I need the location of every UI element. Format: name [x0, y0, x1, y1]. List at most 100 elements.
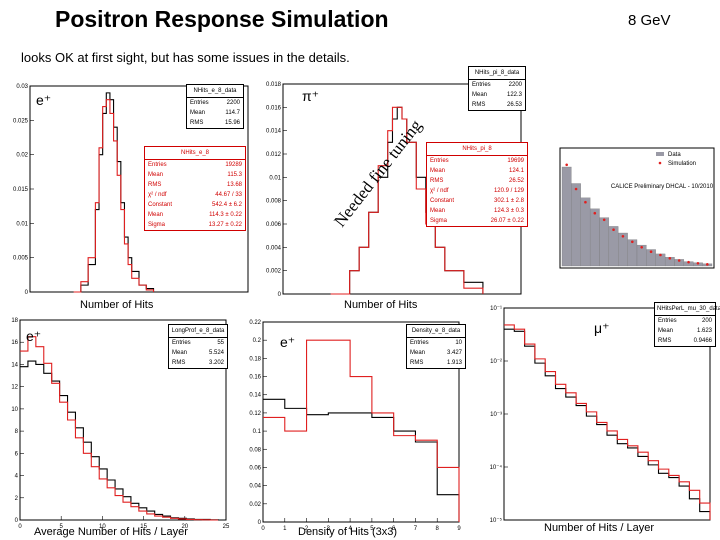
stats-key: RMS	[148, 182, 162, 188]
y-tick-label: 0	[15, 518, 19, 524]
x-tick-label: 3	[327, 526, 331, 532]
y-tick-label: 0.02	[16, 153, 28, 159]
x-tick-label: 25	[223, 524, 230, 530]
x-tick-label: 0	[261, 526, 265, 532]
legend-label-sim: Simulation	[668, 161, 696, 167]
stats-val: 124.3 ± 0.3	[494, 208, 524, 214]
stats-val: 19699	[507, 158, 524, 164]
stats-name: NHitsPerL_mu_30_data	[655, 303, 720, 316]
stats-key: Mean	[148, 172, 164, 178]
stats-val: 15.96	[224, 120, 240, 126]
stats-key: RMS	[472, 102, 486, 108]
stats-key: Entries	[430, 158, 449, 164]
stats-val: 5.524	[208, 350, 224, 356]
y-tick-label: 10	[11, 407, 18, 413]
y-tick-label: 10⁻¹	[490, 306, 502, 312]
stats-val: 26.53	[506, 102, 522, 108]
x-tick-label: 9	[457, 526, 461, 532]
xlabel-density: Density of Hits (3x3)	[298, 526, 398, 538]
stats-val: 3.427	[446, 350, 462, 356]
series-simulation-line	[263, 339, 460, 522]
inset-data-point	[640, 246, 643, 249]
y-tick-label: 10⁻³	[490, 412, 502, 418]
y-tick-label: 8	[15, 429, 19, 435]
y-tick-label: 0.18	[249, 356, 261, 362]
stats-val: 0.9466	[693, 338, 712, 344]
inset-data-point	[602, 218, 606, 222]
stats-box-e-data: NHits_e_8_data Entries 2200 Mean 114.7 RMS…	[186, 84, 244, 129]
stats-val: 55	[217, 340, 224, 346]
stats-box-density: Density_e_8_data Entries 10 Mean 3.427 RMS…	[406, 324, 466, 369]
y-tick-label: 0.04	[249, 484, 261, 490]
stats-val: 115.3	[227, 172, 242, 178]
series-simulation-line	[504, 324, 711, 520]
stats-key: Mean	[410, 350, 426, 356]
x-tick-label: 20	[181, 524, 188, 530]
stats-key: Sigma	[148, 222, 166, 228]
stats-val: 13.27 ± 0.22	[208, 222, 242, 228]
stats-val: 3.202	[208, 360, 224, 366]
y-tick-label: 0.22	[249, 320, 261, 326]
inset-sim-bar	[589, 208, 600, 267]
y-tick-label: 0.015	[13, 187, 29, 193]
stats-val: 1.623	[696, 328, 712, 334]
chart-calice-inset: Data Simulation CALICE Preliminary DHCAL -…	[559, 147, 715, 269]
stats-key: Mean	[172, 350, 188, 356]
inset-sim-bar	[580, 197, 591, 267]
inset-data-point	[593, 211, 597, 215]
inset-sim-bar	[561, 166, 572, 267]
stats-key: Constant	[148, 202, 173, 208]
stats-name: NHits_e_8	[145, 147, 245, 160]
y-tick-label: 0.01	[269, 175, 281, 181]
stats-key: Mean	[190, 110, 206, 116]
y-tick-label: 0	[25, 290, 29, 296]
stats-key: Entries	[148, 162, 167, 168]
y-tick-label: 0.012	[266, 152, 282, 158]
inset-data-point	[659, 253, 662, 257]
stats-key: χ² / ndf	[430, 188, 449, 194]
stats-key: Entries	[472, 82, 491, 88]
stats-key: Sigma	[430, 218, 448, 224]
stats-val: 114.3 ± 0.22	[209, 212, 242, 218]
xlabel-mu: Number of Hits / Layer	[544, 522, 655, 534]
stats-key: Mean	[148, 212, 164, 218]
overlay-needed-fine-tuning: Needed fine tuning	[330, 116, 425, 231]
y-tick-label: 0.008	[266, 199, 282, 205]
inset-data-point	[649, 250, 653, 253]
stats-name: NHits_e_8_data	[187, 85, 243, 98]
y-tick-label: 0.1	[253, 429, 262, 435]
series-simulation-line	[73, 99, 155, 293]
y-tick-label: 0.03	[16, 84, 28, 90]
xlabel-nhits-e: Number of Hits	[80, 299, 154, 311]
y-tick-label: 6	[15, 451, 19, 457]
stats-key: Entries	[190, 100, 209, 106]
stats-val: 2200	[508, 82, 522, 88]
stats-key: RMS	[658, 338, 672, 344]
x-tick-label: 6	[392, 526, 396, 532]
series-simulation-line	[20, 336, 219, 521]
x-tick-label: 10	[99, 524, 106, 530]
stats-val: 120.9 / 129	[493, 188, 524, 194]
y-tick-label: 2	[15, 496, 19, 502]
y-tick-label: 10⁻⁴	[490, 464, 503, 471]
stats-val: 2200	[226, 100, 240, 106]
y-tick-label: 0.005	[13, 256, 29, 262]
stats-box-mu: NHitsPerL_mu_30_data Entries 200 Mean 1.62…	[654, 302, 720, 347]
label-piplus: π⁺	[302, 88, 320, 104]
y-tick-label: 0.08	[249, 447, 261, 453]
y-tick-label: 0.2	[253, 338, 262, 344]
stats-val: 200	[701, 318, 712, 324]
label-eplus-3: e⁺	[280, 334, 296, 350]
y-tick-label: 0.14	[249, 393, 261, 399]
y-tick-label: 12	[11, 385, 18, 391]
legend-swatch-sim	[658, 161, 662, 165]
y-tick-label: 0.025	[13, 118, 29, 124]
stats-box-e-sim: NHits_e_8 Entries 19289 Mean 115.3 RMS 13.6…	[144, 146, 246, 231]
y-tick-label: 0.004	[266, 245, 282, 251]
stats-box-pi-data: NHits_pi_8_data Entries 2200 Mean 122.3 RM…	[468, 66, 526, 111]
x-tick-label: 1	[283, 526, 287, 532]
inset-sim-bar	[618, 232, 628, 267]
inset-data-point	[677, 259, 681, 262]
stats-key: Constant	[430, 198, 455, 204]
y-tick-label: 0.06	[249, 465, 261, 471]
